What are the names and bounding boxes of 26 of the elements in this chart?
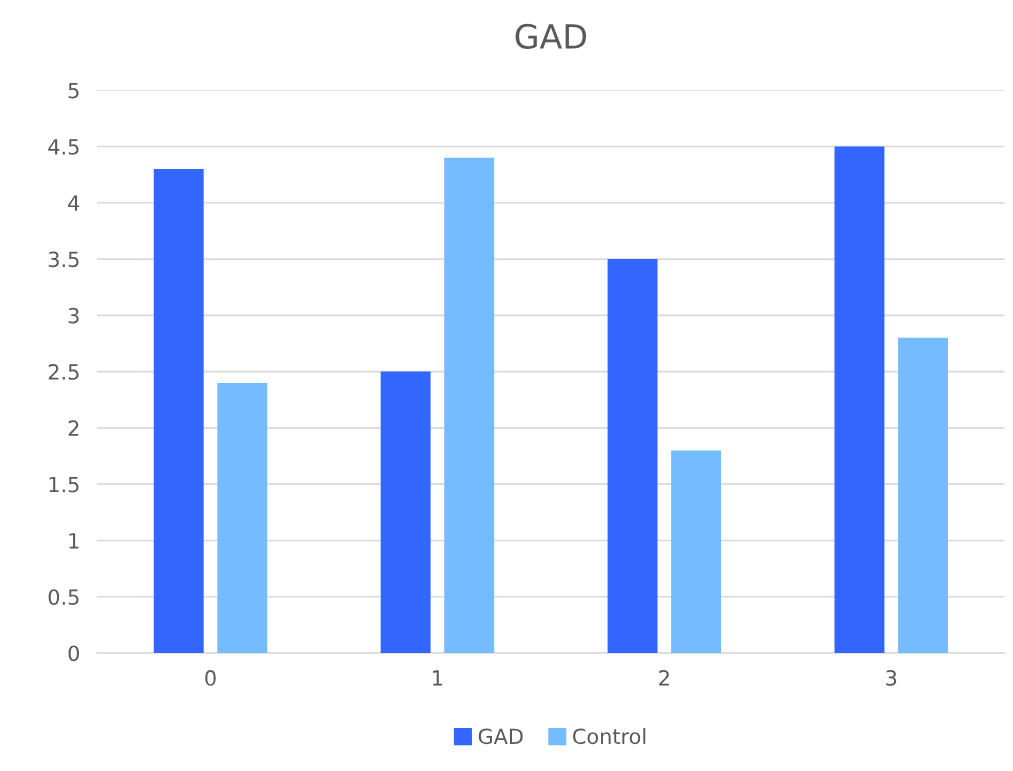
bar bbox=[671, 450, 722, 654]
bar bbox=[607, 259, 658, 654]
y-tick-label: 4.5 bbox=[48, 139, 79, 155]
bar bbox=[217, 382, 268, 654]
bar bbox=[153, 169, 204, 654]
bar bbox=[898, 337, 948, 654]
x-tick-label: 0 bbox=[205, 670, 216, 686]
bar bbox=[444, 157, 495, 654]
bar bbox=[834, 146, 885, 654]
x-tick-label: 2 bbox=[659, 670, 669, 686]
y-tick-label: 4 bbox=[68, 195, 80, 211]
y-tick-label: 0.5 bbox=[48, 589, 79, 605]
legend-label: GAD bbox=[478, 728, 523, 745]
y-tick-label: 0 bbox=[68, 645, 79, 662]
chart-title: GAD bbox=[515, 23, 587, 50]
y-tick-label: 3.5 bbox=[48, 251, 79, 268]
y-tick-label: 1 bbox=[69, 533, 79, 549]
y-tick-label: 2.5 bbox=[48, 364, 79, 380]
x-tick-label: 1 bbox=[433, 670, 443, 686]
y-tick-label: 2 bbox=[68, 420, 79, 436]
y-tick-label: 3 bbox=[68, 307, 79, 324]
x-tick-label: 3 bbox=[886, 670, 897, 686]
bar bbox=[380, 371, 431, 654]
y-tick-label: 5 bbox=[68, 82, 79, 99]
legend-label: Control bbox=[573, 728, 646, 745]
y-tick-label: 1.5 bbox=[49, 476, 79, 493]
